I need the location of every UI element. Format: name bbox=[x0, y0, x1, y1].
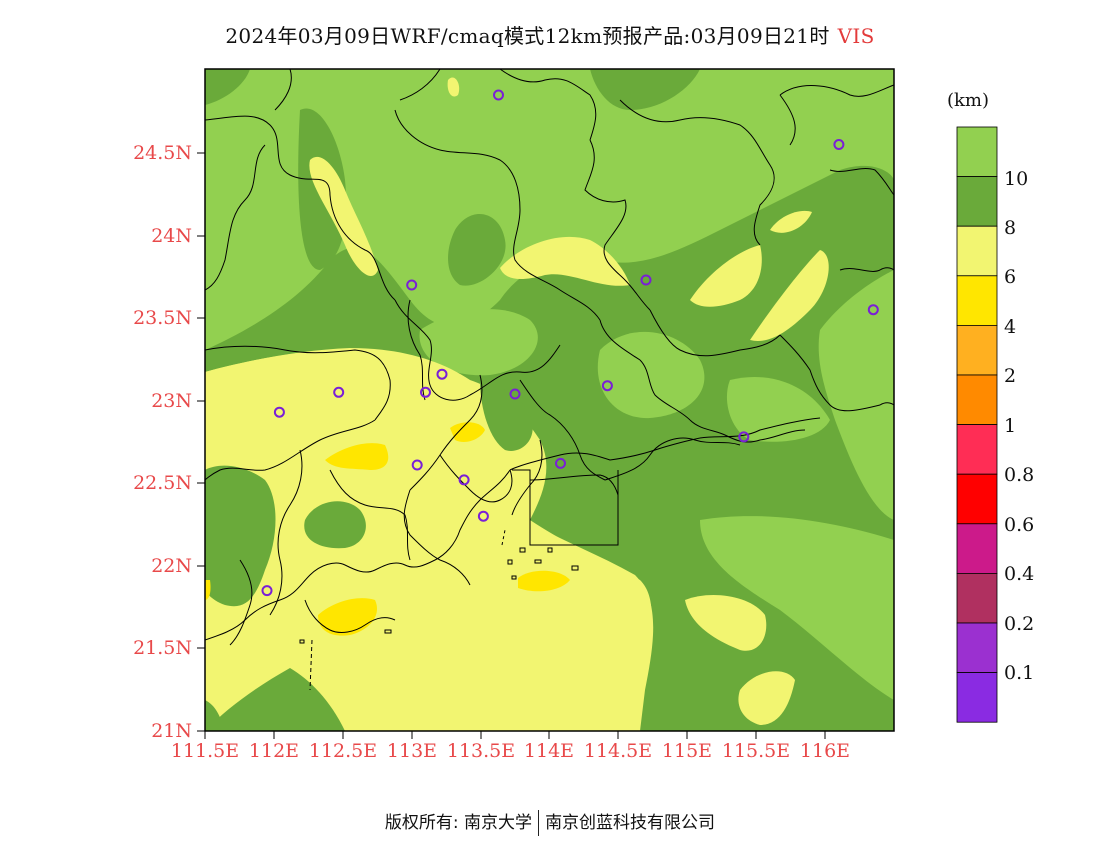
colorbar-label: 0.8 bbox=[1004, 464, 1035, 486]
colorbar-label: 6 bbox=[1004, 266, 1017, 288]
copyright-text: 版权所有: 南京大学 bbox=[384, 813, 533, 833]
vis-gt10-region bbox=[726, 376, 830, 442]
lat-label: 23N bbox=[151, 390, 192, 412]
station-marker bbox=[738, 431, 750, 443]
lat-label: 21.5N bbox=[133, 637, 192, 659]
lat-label: 23.5N bbox=[133, 307, 192, 329]
map-title: 2024年03月09日WRF/cmaq模式12km预报产品:03月09日21时 V… bbox=[0, 20, 1100, 49]
colorbar-unit: (km) bbox=[946, 90, 990, 111]
colorbar-label: 0.1 bbox=[1004, 662, 1035, 684]
vis-6-8-region bbox=[309, 156, 378, 276]
station-marker bbox=[477, 510, 489, 522]
station-marker bbox=[458, 474, 470, 486]
vis-6-8-region bbox=[447, 77, 460, 97]
vis-6-8-region bbox=[685, 595, 767, 651]
vis-4-6-region bbox=[450, 422, 485, 442]
station-marker bbox=[555, 457, 566, 469]
vis-8-10-region bbox=[448, 213, 506, 286]
colorbar-swatch bbox=[956, 473, 998, 525]
vis-gt10-region bbox=[478, 347, 503, 360]
colorbar-swatch bbox=[956, 275, 998, 326]
title-text: 2024年03月09日WRF/cmaq模式12km预报产品:03月09日21时 bbox=[225, 24, 830, 48]
station-marker bbox=[420, 386, 431, 398]
axis-ticks bbox=[197, 152, 826, 739]
vis-6-8-region bbox=[205, 348, 654, 731]
lat-label: 21N bbox=[151, 720, 192, 742]
lon-label: 111.5E bbox=[170, 740, 240, 762]
lon-label: 114E bbox=[523, 740, 575, 762]
coastal-islands bbox=[299, 529, 579, 691]
colorbar-swatch bbox=[956, 573, 998, 624]
lat-label: 22N bbox=[151, 555, 192, 577]
lon-label: 112E bbox=[248, 740, 300, 762]
footer: 版权所有: 南京大学 南京创蓝科技有限公司 bbox=[0, 808, 1100, 836]
station-marker bbox=[411, 459, 423, 471]
station-marker bbox=[833, 139, 845, 150]
lon-label: 115E bbox=[661, 740, 713, 762]
colorbar-swatch bbox=[956, 424, 998, 475]
lon-label: 114.5E bbox=[583, 740, 653, 762]
lon-label: 112.5E bbox=[308, 740, 378, 762]
vis-8-10-region bbox=[304, 501, 366, 549]
station-markers bbox=[261, 89, 879, 597]
variable-label: VIS bbox=[837, 24, 875, 48]
vis-8-10-region bbox=[205, 69, 250, 105]
station-marker bbox=[601, 380, 613, 392]
colorbar-label: 0.4 bbox=[1004, 563, 1035, 585]
colorbar-swatch bbox=[956, 126, 998, 177]
vis-gt10-region bbox=[818, 270, 894, 520]
vis-4-6-region bbox=[205, 580, 211, 600]
colorbar-label: 8 bbox=[1004, 217, 1017, 239]
lat-label: 24N bbox=[151, 225, 192, 247]
vis-8-10-region bbox=[480, 380, 533, 451]
colorbar-swatch bbox=[956, 622, 998, 673]
lon-label: 116E bbox=[799, 740, 851, 762]
colorbar-swatch bbox=[956, 374, 998, 425]
vis-4-6-region bbox=[325, 443, 389, 470]
visibility-field bbox=[205, 69, 894, 731]
station-marker bbox=[640, 274, 652, 286]
vis-8-10-region bbox=[590, 69, 700, 110]
vis-6-8-region bbox=[690, 245, 762, 307]
colorbar-swatch bbox=[956, 672, 998, 723]
station-marker bbox=[436, 368, 448, 380]
colorbar-label: 1 bbox=[1004, 415, 1017, 437]
colorbar-label: 2 bbox=[1004, 365, 1017, 387]
lat-label: 24.5N bbox=[133, 142, 192, 164]
colorbar-label: 10 bbox=[1004, 168, 1029, 190]
vis-gt10-region bbox=[597, 331, 705, 419]
county-borders bbox=[205, 69, 894, 646]
station-marker bbox=[867, 304, 879, 316]
company-text: 南京创蓝科技有限公司 bbox=[545, 813, 716, 833]
station-marker bbox=[333, 386, 345, 398]
station-marker bbox=[261, 585, 273, 597]
vis-6-8-region bbox=[500, 236, 630, 286]
station-marker bbox=[509, 388, 521, 400]
colorbar-label: 4 bbox=[1004, 316, 1017, 338]
vis-6-8-region bbox=[738, 671, 795, 725]
station-marker bbox=[406, 279, 418, 291]
colorbar bbox=[956, 126, 998, 723]
vis-6-8-region bbox=[770, 210, 812, 233]
station-marker bbox=[493, 89, 504, 101]
station-marker bbox=[273, 406, 285, 418]
colorbar-swatch bbox=[956, 324, 998, 376]
colorbar-swatch bbox=[956, 176, 998, 227]
lon-label: 113.5E bbox=[446, 740, 516, 762]
lon-label: 113E bbox=[386, 740, 438, 762]
vis-4-6-region bbox=[518, 570, 570, 592]
colorbar-swatch bbox=[956, 523, 998, 574]
vis-gt10-region bbox=[419, 309, 538, 376]
lon-label: 115.5E bbox=[721, 740, 791, 762]
vis-8-10-region bbox=[205, 465, 276, 607]
lat-label: 22.5N bbox=[133, 472, 192, 494]
colorbar-swatch bbox=[956, 225, 998, 277]
vis-gt10-region bbox=[700, 516, 894, 700]
vis-6-8-region bbox=[750, 250, 829, 341]
colorbar-label: 0.2 bbox=[1004, 613, 1035, 635]
colorbar-label: 0.6 bbox=[1004, 514, 1035, 536]
footer-separator bbox=[538, 810, 540, 836]
vis-8-10-region bbox=[205, 700, 225, 731]
